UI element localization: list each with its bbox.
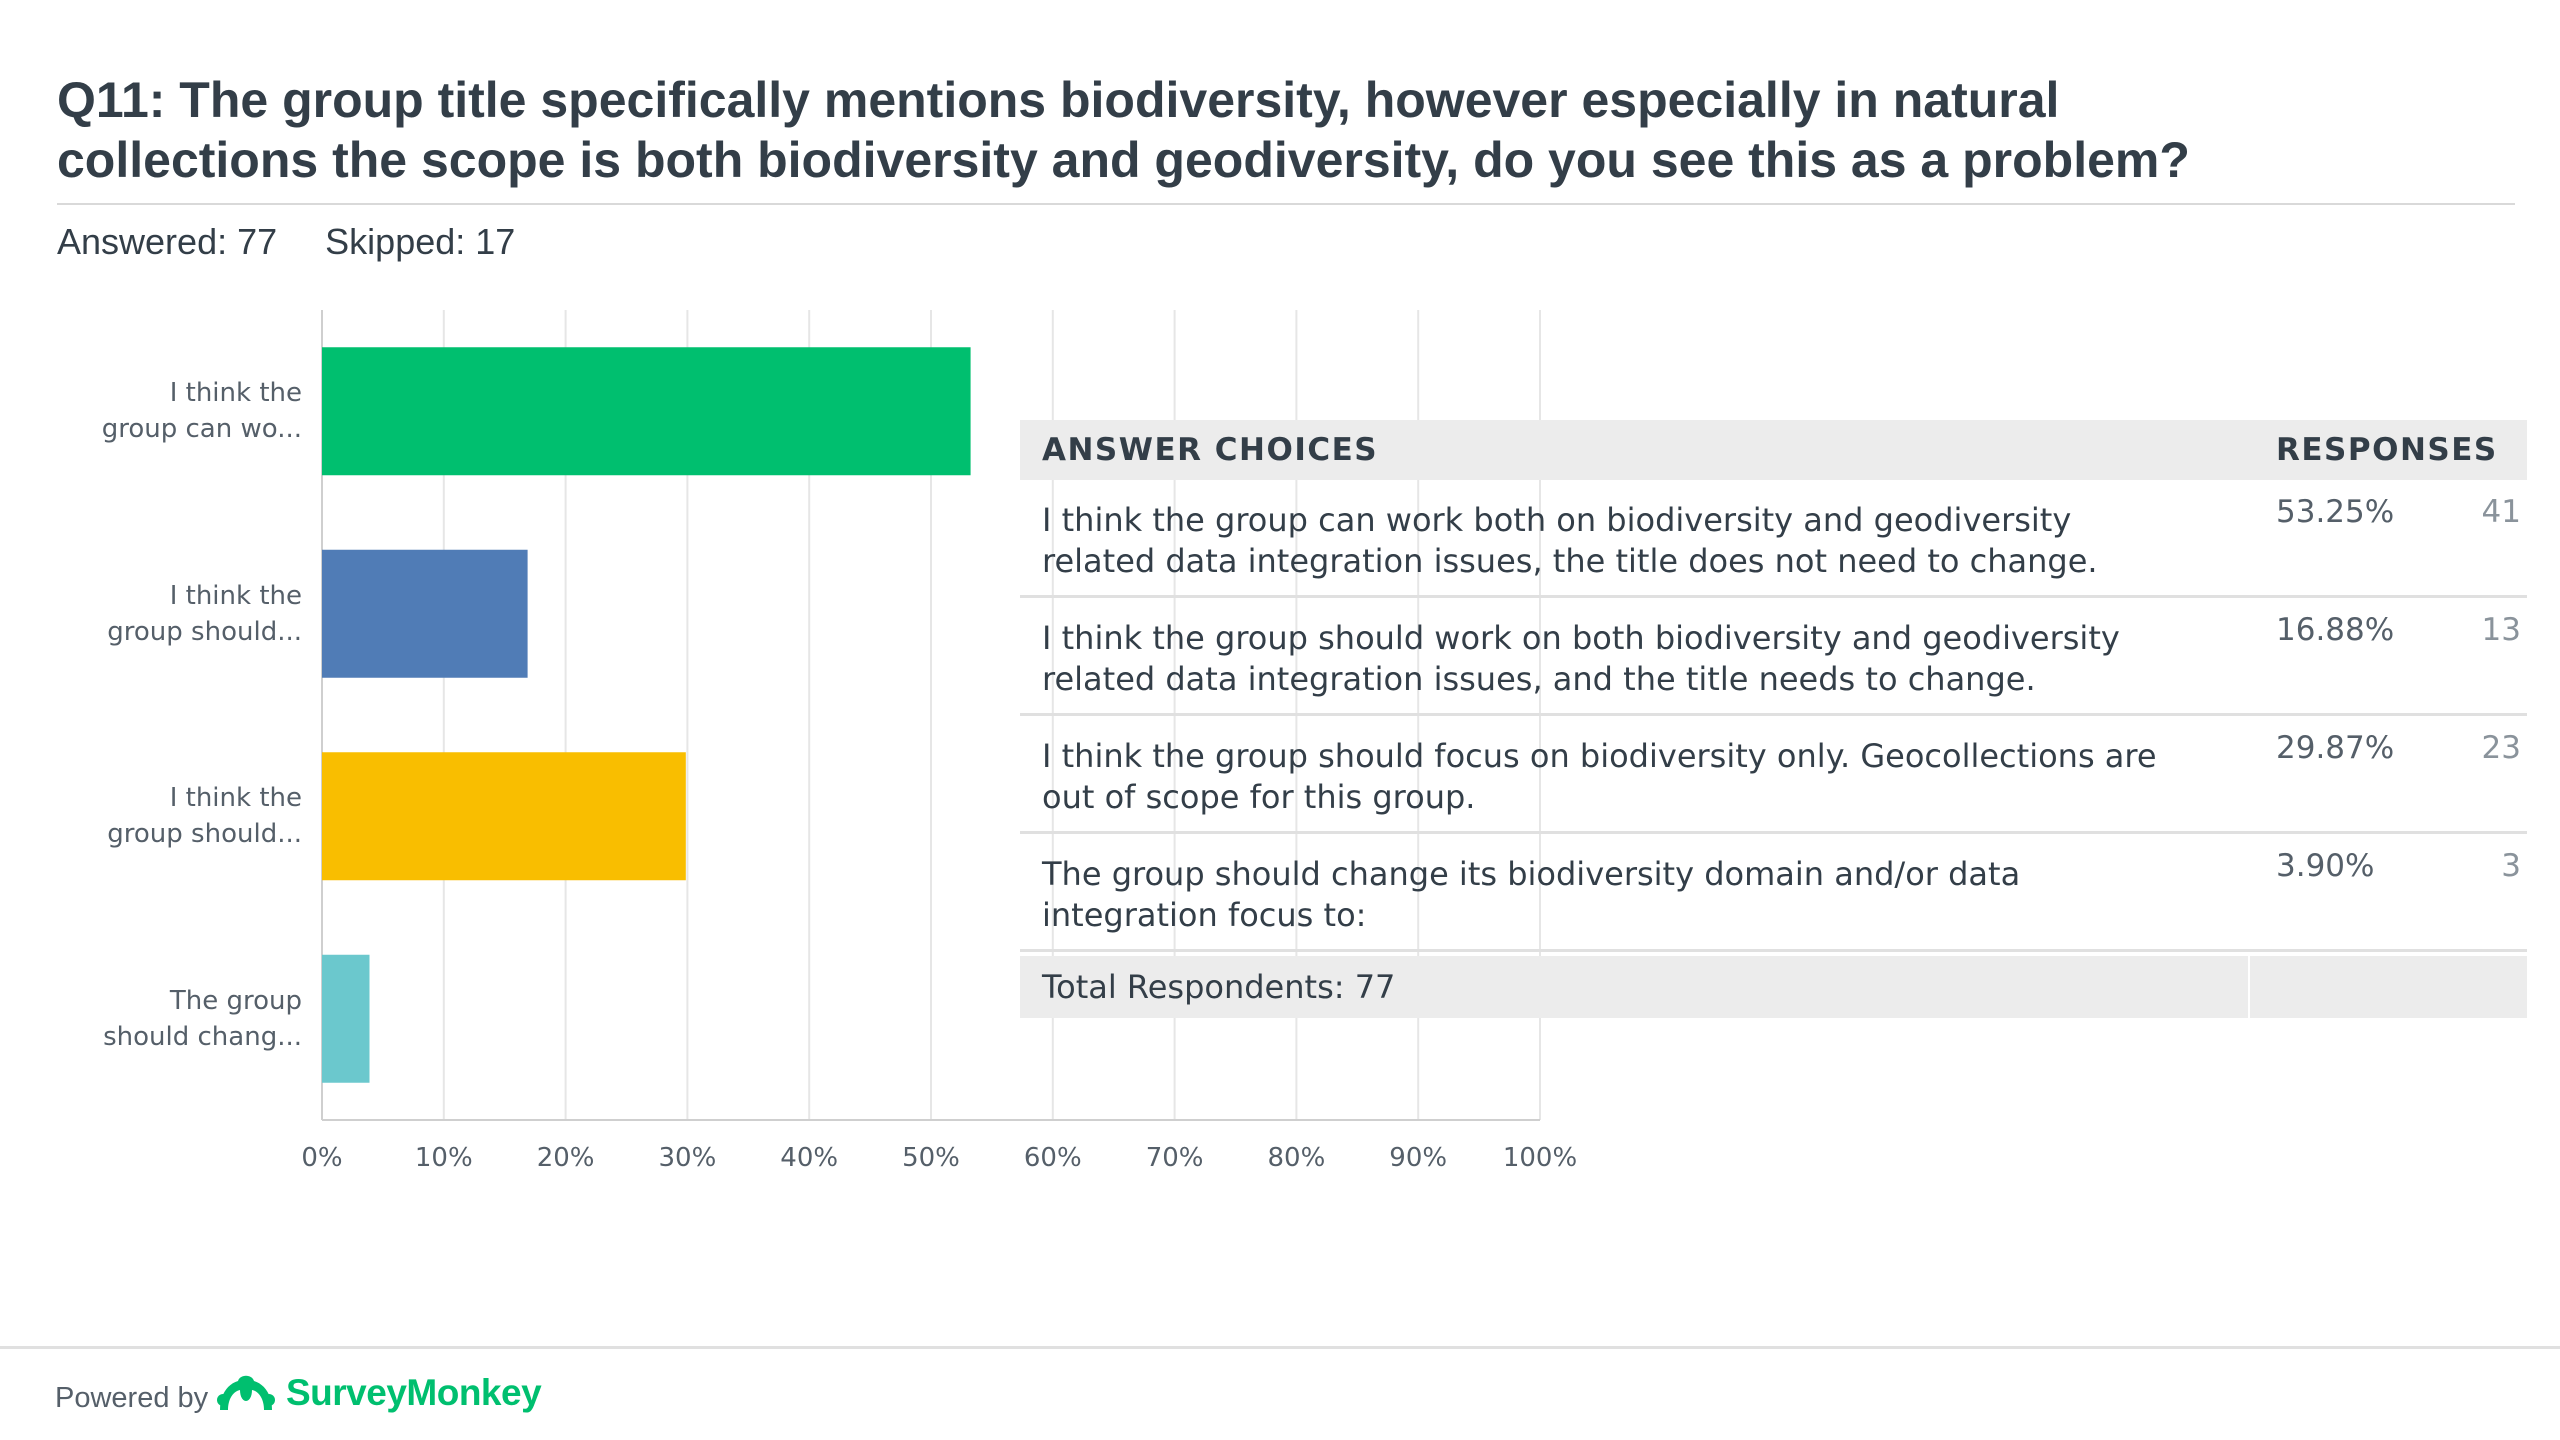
answer-choice-text: I think the group can work both on biodi… — [1020, 480, 2248, 595]
x-tick-label: 40% — [780, 1143, 838, 1173]
response-cell: 29.87% 23 — [2250, 716, 2527, 831]
category-label-line: I think the — [169, 378, 302, 409]
answer-choice-line: related data integration issues, and the… — [1042, 660, 2036, 698]
category-label-line: The group — [169, 985, 302, 1016]
x-tick-label: 60% — [1024, 1143, 1082, 1173]
total-responses-cell — [2250, 956, 2527, 1018]
answer-choice-line: out of scope for this group. — [1042, 778, 1476, 816]
category-label: I think the group should... — [62, 578, 302, 650]
category-label-line: group can wo... — [101, 414, 302, 445]
table-row: I think the group should work on both bi… — [1020, 598, 2527, 716]
response-cell: 3.90% 3 — [2250, 834, 2527, 949]
table-row: I think the group should focus on biodiv… — [1020, 716, 2527, 834]
table-footer: Total Respondents: 77 — [1020, 956, 2527, 1018]
x-tick-label: 20% — [537, 1143, 595, 1173]
question-title: Q11: The group title specifically mentio… — [57, 70, 2477, 190]
monkey-logo-icon — [217, 1375, 275, 1410]
bar — [322, 954, 370, 1083]
answer-choice-text: The group should change its biodiversity… — [1020, 834, 2248, 949]
answered-count: Answered: 77 — [57, 221, 278, 262]
category-label-line: I think the — [169, 580, 302, 611]
answer-choice-line: related data integration issues, the tit… — [1042, 542, 2098, 580]
footer-divider — [0, 1346, 2560, 1349]
answer-choices-header: ANSWER CHOICES — [1020, 420, 2248, 480]
response-percent: 16.88% — [2276, 612, 2395, 648]
bar — [322, 347, 971, 476]
category-label: The group should chang... — [62, 983, 302, 1055]
response-percent: 3.90% — [2276, 848, 2375, 884]
total-respondents: Total Respondents: 77 — [1020, 956, 2248, 1018]
question-title-line-2: collections the scope is both biodiversi… — [57, 132, 2190, 188]
table-row: The group should change its biodiversity… — [1020, 834, 2527, 952]
response-count: 13 — [2481, 612, 2521, 648]
x-tick-label: 70% — [1146, 1143, 1204, 1173]
response-count: 23 — [2481, 730, 2521, 766]
x-tick-label: 100% — [1503, 1143, 1577, 1173]
results-table: ANSWER CHOICES RESPONSES I think the gro… — [1020, 420, 2527, 1018]
x-tick-label: 50% — [902, 1143, 960, 1173]
response-cell: 53.25% 41 — [2250, 480, 2527, 595]
category-label-line: I think the — [169, 783, 302, 814]
answer-choice-line: I think the group should work on both bi… — [1042, 619, 2120, 657]
x-tick-label: 80% — [1268, 1143, 1326, 1173]
response-percent: 53.25% — [2276, 494, 2395, 530]
category-label: I think the group should... — [62, 780, 302, 852]
x-tick-label: 30% — [659, 1143, 717, 1173]
answer-choice-line: The group should change its biodiversity… — [1042, 855, 2021, 893]
brand-name: SurveyMonkey — [286, 1372, 542, 1413]
title-divider — [57, 203, 2515, 205]
bar — [322, 549, 528, 678]
response-percent: 29.87% — [2276, 730, 2395, 766]
category-label: I think the group can wo... — [62, 375, 302, 447]
table-header: ANSWER CHOICES RESPONSES — [1020, 420, 2527, 480]
answer-choice-line: I think the group should focus on biodiv… — [1042, 737, 2157, 775]
responses-header: RESPONSES — [2250, 420, 2527, 480]
question-title-line-1: Q11: The group title specifically mentio… — [57, 72, 2060, 128]
x-tick-label: 10% — [415, 1143, 473, 1173]
skipped-count: Skipped: 17 — [325, 221, 516, 262]
x-tick-label: 0% — [301, 1143, 342, 1173]
answer-choice-text: I think the group should work on both bi… — [1020, 598, 2248, 713]
response-stats: Answered: 77 Skipped: 17 — [57, 220, 553, 264]
response-count: 3 — [2501, 848, 2521, 884]
response-cell: 16.88% 13 — [2250, 598, 2527, 713]
answer-choice-text: I think the group should focus on biodiv… — [1020, 716, 2248, 831]
answer-choice-line: integration focus to: — [1042, 896, 1367, 934]
table-row: I think the group can work both on biodi… — [1020, 480, 2527, 598]
x-tick-label: 90% — [1389, 1143, 1447, 1173]
answer-choice-line: I think the group can work both on biodi… — [1042, 501, 2072, 539]
category-label-line: group should... — [107, 616, 302, 647]
powered-by-text: Powered by — [55, 1382, 209, 1414]
category-label-line: group should... — [107, 819, 302, 850]
category-label-line: should chang... — [103, 1021, 302, 1052]
surveymonkey-logo[interactable]: SurveyMonkey — [214, 1370, 542, 1416]
response-count: 41 — [2481, 494, 2521, 530]
bar — [322, 752, 686, 881]
